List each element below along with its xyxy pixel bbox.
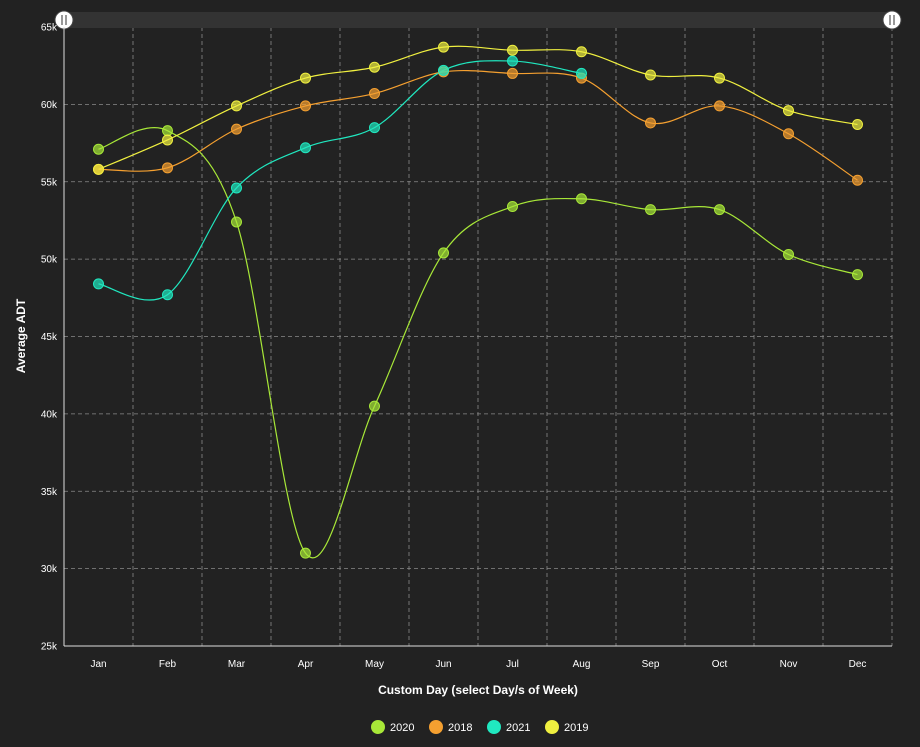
data-point-2021[interactable] [162,289,173,301]
series-line-2019 [98,45,858,170]
x-tick-label: Jun [435,659,451,670]
x-tick-label: Jan [90,659,106,670]
data-point-2020[interactable] [576,193,587,205]
data-point-2019[interactable] [438,41,449,53]
data-point-2020[interactable] [714,204,725,216]
legend-swatch [545,720,559,734]
data-point-2021[interactable] [576,67,587,79]
data-point-2021[interactable] [507,55,518,67]
zoom-slider[interactable] [54,10,902,30]
data-point-2019[interactable] [576,46,587,58]
data-point-2019[interactable] [645,69,656,81]
y-tick-label: 40k [41,409,58,420]
data-point-2018[interactable] [507,67,518,79]
data-point-2019[interactable] [300,72,311,84]
data-point-2020[interactable] [93,143,104,155]
x-tick-label: Jul [506,659,519,670]
data-point-2020[interactable] [438,247,449,259]
x-tick-label: Dec [849,659,867,670]
data-point-2019[interactable] [93,163,104,175]
x-tick-label: Apr [298,659,314,670]
x-axis-title: Custom Day (select Day/s of Week) [378,683,578,697]
legend-label: 2020 [390,722,414,734]
data-point-2020[interactable] [507,201,518,213]
x-tick-label: Mar [228,659,246,670]
data-point-2018[interactable] [300,100,311,112]
data-point-2018[interactable] [231,123,242,135]
data-points [93,41,863,559]
legend-swatch [371,720,385,734]
x-tick-label: Sep [642,659,660,670]
y-tick-label: 35k [41,487,58,498]
data-point-2019[interactable] [852,118,863,130]
y-tick-label: 60k [41,100,58,111]
x-tick-label: May [365,659,384,670]
data-point-2021[interactable] [300,142,311,154]
legend-label: 2021 [506,722,530,734]
data-point-2021[interactable] [369,122,380,134]
data-point-2018[interactable] [645,117,656,129]
legend-item-2019[interactable]: 2019 [545,720,588,734]
data-point-2019[interactable] [783,105,794,117]
data-point-2019[interactable] [162,134,173,146]
data-point-2020[interactable] [852,269,863,281]
legend-item-2021[interactable]: 2021 [487,720,530,734]
legend-label: 2018 [448,722,472,734]
legend-swatch [487,720,501,734]
legend-item-2020[interactable]: 2020 [371,720,414,734]
legend-swatch [429,720,443,734]
y-tick-label: 25k [41,642,58,653]
y-tick-label: 50k [41,255,58,266]
data-point-2020[interactable] [231,216,242,228]
data-point-2020[interactable] [645,204,656,216]
series-line-2021 [98,60,582,301]
data-point-2018[interactable] [852,174,863,186]
data-point-2021[interactable] [438,64,449,76]
y-tick-label: 30k [41,564,58,575]
data-point-2020[interactable] [162,125,173,137]
y-tick-label: 45k [41,332,58,343]
data-point-2018[interactable] [369,88,380,100]
data-point-2019[interactable] [231,100,242,112]
data-point-2018[interactable] [714,100,725,112]
zoom-handle-right[interactable] [882,10,902,30]
data-point-2019[interactable] [369,61,380,73]
y-tick-label: 65k [41,23,58,34]
y-tick-label: 55k [41,177,58,188]
legend-label: 2019 [564,722,588,734]
axes: 25k 30k 35k 40k 45k 50k 55k 60k 65k Jan Feb Mar Apr M… [41,23,892,670]
x-tick-label: Aug [573,659,591,670]
zoom-handle-left[interactable] [54,10,74,30]
y-axis-title: Average ADT [14,298,28,373]
x-tick-label: Feb [159,659,177,670]
zoom-slider-track[interactable] [64,12,892,28]
data-point-2020[interactable] [300,547,311,559]
data-point-2018[interactable] [783,128,794,140]
data-point-2020[interactable] [369,400,380,412]
data-point-2019[interactable] [714,72,725,84]
data-point-2020[interactable] [783,248,794,260]
legend-item-2018[interactable]: 2018 [429,720,472,734]
data-point-2018[interactable] [162,162,173,174]
data-point-2019[interactable] [507,44,518,56]
legend: 2020 2018 2021 2019 [371,720,588,734]
data-point-2021[interactable] [93,278,104,290]
data-point-2021[interactable] [231,182,242,194]
x-tick-label: Oct [712,659,728,670]
x-tick-label: Nov [780,659,798,670]
